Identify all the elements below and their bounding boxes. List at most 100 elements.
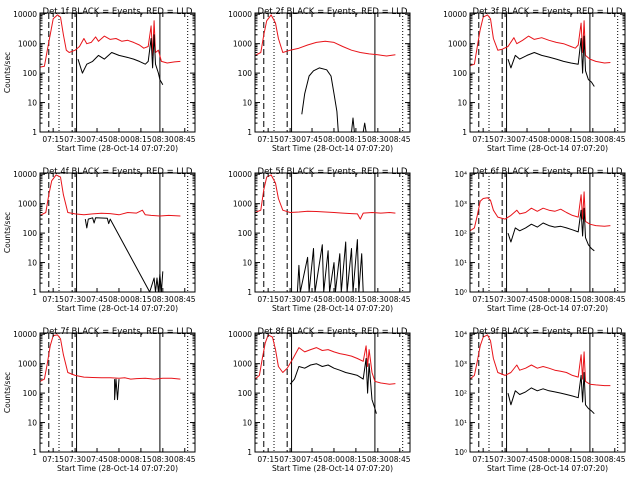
x-tick-label: 07:15 xyxy=(257,455,279,464)
y-tick-label: 10² xyxy=(454,389,467,398)
y-tick-label: 10000 xyxy=(13,330,37,339)
x-tick-label: 07:45 xyxy=(301,455,323,464)
x-tick-label: 08:45 xyxy=(389,135,411,144)
plot-frame xyxy=(39,332,196,453)
x-tick-label: 08:30 xyxy=(367,295,389,304)
y-tick-label: 100 xyxy=(238,69,253,78)
events-series-line xyxy=(301,67,367,133)
y-tick-label: 1000 xyxy=(233,360,252,369)
plot-panel-1: 07:15 07:30 07:45 08:00 08:15 08:30 08:45 1 10 10… xyxy=(3,7,196,153)
y-tick-label: 10³ xyxy=(454,200,467,209)
plot-frame xyxy=(254,332,411,453)
x-tick-label: 07:45 xyxy=(516,295,538,304)
plot-frame xyxy=(469,12,626,133)
plot-panel-4: 07:15 07:30 07:45 08:00 08:15 08:30 08:45 1 10 10… xyxy=(3,167,196,313)
y-tick-label: 10⁴ xyxy=(454,170,467,179)
x-tick-label: 07:45 xyxy=(301,295,323,304)
lld-series-line xyxy=(254,174,396,220)
lld-series-line xyxy=(469,14,611,67)
x-axis-label: Start Time (28-Oct-14 07:07:20) xyxy=(487,144,608,153)
y-tick-label: 1 xyxy=(247,128,252,137)
y-tick-label: 10000 xyxy=(13,170,37,179)
lld-series-line xyxy=(39,334,181,382)
plot-frame xyxy=(39,172,196,293)
plot-title: Det 4f BLACK = Events, RED = LLD xyxy=(43,167,193,177)
x-tick-label: 08:00 xyxy=(108,135,130,144)
lld-series-line xyxy=(254,334,396,385)
y-tick-label: 1 xyxy=(247,448,252,457)
events-series-line xyxy=(84,217,164,293)
y-tick-label: 1000 xyxy=(18,360,37,369)
x-tick-label: 08:00 xyxy=(323,295,345,304)
plot-panel-6: 07:15 07:30 07:45 08:00 08:15 08:30 08:45 10⁰ 10… xyxy=(454,167,625,313)
x-tick-label: 08:00 xyxy=(108,455,130,464)
plot-panel-8: 07:15 07:30 07:45 08:00 08:15 08:30 08:45 1 10 10… xyxy=(228,327,411,473)
y-tick-label: 10³ xyxy=(454,360,467,369)
y-tick-label: 1000 xyxy=(233,40,252,49)
y-tick-label: 100 xyxy=(453,69,468,78)
y-tick-label: 10⁰ xyxy=(454,288,467,297)
y-tick-label: 100 xyxy=(238,389,253,398)
x-axis-label: Start Time (28-Oct-14 07:07:20) xyxy=(272,304,393,313)
lld-series-line xyxy=(469,334,611,387)
x-tick-label: 07:45 xyxy=(86,295,108,304)
y-tick-label: 100 xyxy=(238,229,253,238)
y-tick-label: 10 xyxy=(457,99,467,108)
x-tick-label: 08:15 xyxy=(560,455,582,464)
plot-title: Det 1f BLACK = Events, RED = LLD xyxy=(43,7,193,17)
plot-panel-7: 07:15 07:30 07:45 08:00 08:15 08:30 08:45 1 10 10… xyxy=(3,327,196,473)
y-tick-label: 100 xyxy=(23,69,38,78)
y-tick-label: 1 xyxy=(32,128,37,137)
x-tick-label: 07:30 xyxy=(279,135,301,144)
y-tick-label: 10000 xyxy=(443,10,467,19)
plot-title: Det 2f BLACK = Events, RED = LLD xyxy=(258,7,408,17)
x-tick-label: 08:15 xyxy=(130,455,152,464)
x-tick-label: 08:30 xyxy=(582,135,604,144)
x-tick-label: 07:30 xyxy=(494,455,516,464)
lld-series-line xyxy=(254,14,396,57)
events-series-line xyxy=(77,34,164,86)
x-tick-label: 08:30 xyxy=(367,135,389,144)
y-axis-label: Counts/sec xyxy=(3,52,12,93)
y-tick-label: 10000 xyxy=(228,170,252,179)
x-tick-label: 08:00 xyxy=(538,455,560,464)
y-tick-label: 10⁴ xyxy=(454,330,467,339)
y-tick-label: 1 xyxy=(462,128,467,137)
events-series-line xyxy=(507,372,595,415)
x-tick-label: 07:30 xyxy=(64,295,86,304)
x-axis-label: Start Time (28-Oct-14 07:07:20) xyxy=(57,144,178,153)
x-tick-label: 07:15 xyxy=(42,455,64,464)
x-tick-label: 07:30 xyxy=(494,135,516,144)
y-tick-label: 10 xyxy=(242,259,252,268)
plot-title: Det 9f BLACK = Events, RED = LLD xyxy=(473,327,623,337)
x-tick-label: 07:15 xyxy=(257,135,279,144)
y-tick-label: 10 xyxy=(27,99,37,108)
y-axis-label: Counts/sec xyxy=(3,212,12,253)
y-tick-label: 10000 xyxy=(228,330,252,339)
x-tick-label: 08:15 xyxy=(345,135,367,144)
x-tick-label: 07:45 xyxy=(516,135,538,144)
y-tick-label: 10 xyxy=(27,419,37,428)
plot-frame xyxy=(469,332,626,453)
x-tick-label: 08:00 xyxy=(323,135,345,144)
y-tick-label: 10 xyxy=(242,419,252,428)
x-tick-label: 08:15 xyxy=(560,135,582,144)
y-tick-label: 1 xyxy=(32,288,37,297)
x-tick-label: 08:15 xyxy=(130,295,152,304)
y-tick-label: 100 xyxy=(23,389,38,398)
plot-frame xyxy=(39,12,196,133)
x-tick-label: 08:45 xyxy=(174,135,196,144)
x-tick-label: 07:30 xyxy=(494,295,516,304)
x-tick-label: 08:00 xyxy=(538,135,560,144)
x-tick-label: 07:45 xyxy=(86,135,108,144)
x-axis-label: Start Time (28-Oct-14 07:07:20) xyxy=(487,304,608,313)
x-tick-label: 07:15 xyxy=(42,135,64,144)
x-tick-label: 07:15 xyxy=(257,295,279,304)
x-axis-label: Start Time (28-Oct-14 07:07:20) xyxy=(57,304,178,313)
events-series-line xyxy=(507,207,595,252)
y-tick-label: 10² xyxy=(454,229,467,238)
x-tick-label: 08:15 xyxy=(130,135,152,144)
x-tick-label: 07:30 xyxy=(279,295,301,304)
